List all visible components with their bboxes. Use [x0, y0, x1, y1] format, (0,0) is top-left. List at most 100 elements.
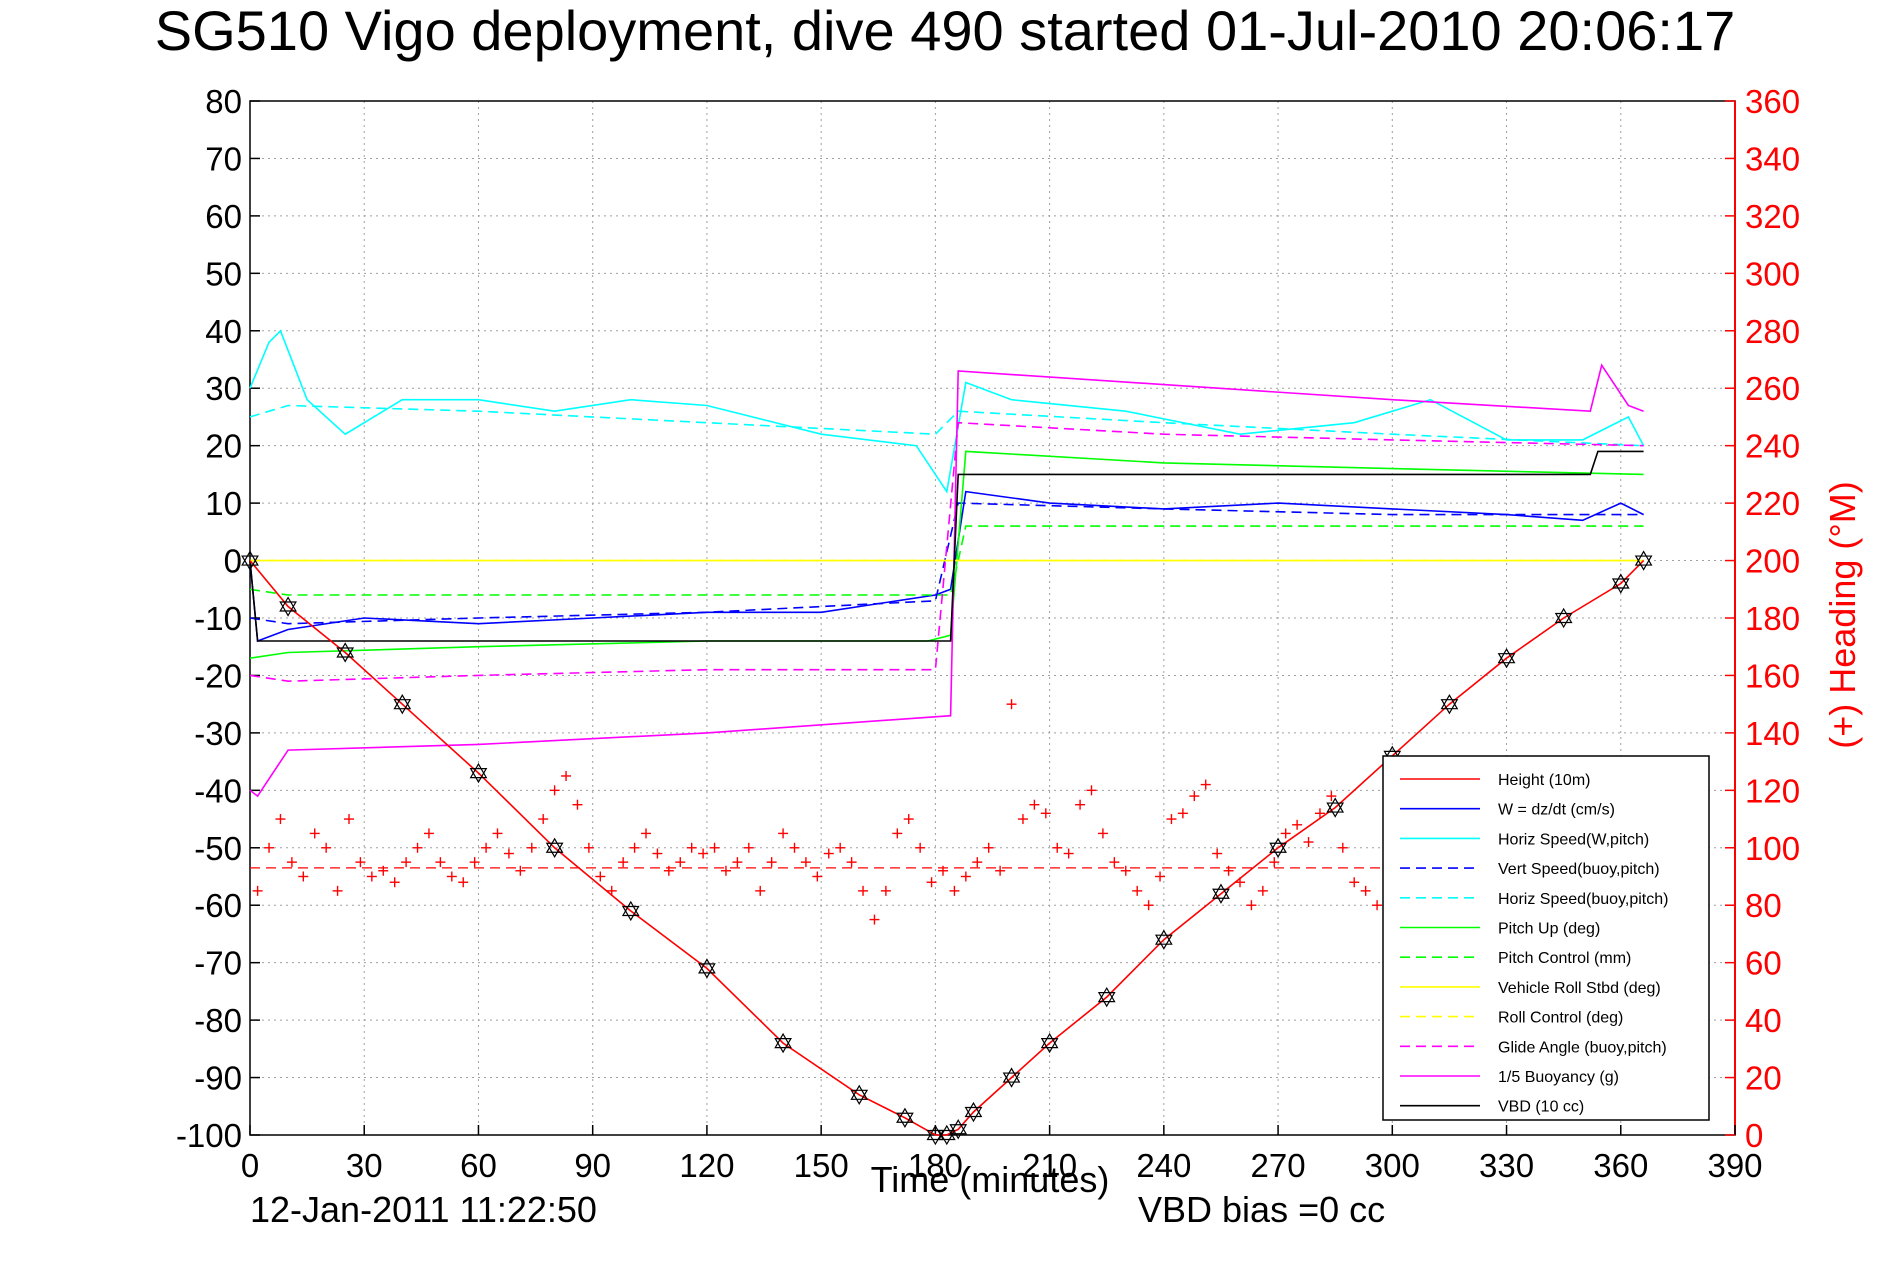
marker-triangle-up	[1269, 837, 1287, 853]
height-sample-marker	[1611, 573, 1630, 594]
heading-point	[641, 828, 651, 839]
heading-point	[766, 857, 777, 868]
y-tick-label: 70	[205, 140, 242, 177]
heading-point	[1200, 779, 1211, 790]
heading-point	[572, 799, 583, 810]
marker-triangle-down	[1002, 1072, 1021, 1088]
heading-point	[995, 865, 1006, 876]
height-sample-marker	[1440, 693, 1459, 715]
right-y-axis-label: (+) Heading (°M)	[1822, 481, 1863, 748]
marker-triangle-down	[896, 1112, 914, 1128]
marker-triangle-up	[896, 1107, 914, 1123]
heading-point	[446, 871, 457, 882]
heading-point	[892, 828, 903, 839]
marker-triangle-down	[698, 963, 716, 979]
marker-triangle-down	[241, 555, 259, 571]
y-tick-label: 30	[205, 370, 242, 407]
right-y-tick-label: 340	[1745, 140, 1800, 177]
x-tick-label: 210	[1022, 1147, 1077, 1184]
x-tick-label: 0	[241, 1147, 259, 1184]
heading-point	[1280, 828, 1291, 839]
heading-point	[435, 857, 446, 868]
marker-triangle-down	[1154, 934, 1173, 950]
legend-label: Height (10m)	[1498, 772, 1590, 789]
heading-point	[880, 885, 891, 896]
heading-point	[1132, 885, 1143, 896]
heading-point	[378, 865, 389, 876]
heading-point	[503, 848, 514, 859]
heading-point	[960, 871, 971, 882]
heading-point	[332, 885, 343, 896]
heading-point	[298, 871, 309, 882]
heading-point	[743, 842, 754, 853]
marker-triangle-down	[1611, 578, 1630, 594]
series-line-vbd-10-cc	[249, 450, 1644, 642]
chart-title: SG510 Vigo deployment, dive 490 started …	[155, 0, 1736, 62]
legend-label: Vehicle Roll Stbd (deg)	[1498, 980, 1661, 997]
marker-triangle-down	[774, 1037, 792, 1054]
marker-triangle-up	[1440, 693, 1459, 710]
right-y-tick-label: 40	[1745, 1002, 1782, 1039]
heading-point	[835, 842, 846, 853]
heading-point	[1223, 865, 1234, 876]
height-sample-marker	[1634, 550, 1653, 571]
heading-point	[286, 857, 297, 868]
y-tick-label: -100	[176, 1117, 242, 1154]
right-y-tick-label: 180	[1745, 600, 1800, 637]
x-tick-label: 360	[1593, 1147, 1648, 1184]
marker-triangle-up	[949, 1119, 968, 1135]
series-line-pitch-up-deg	[249, 450, 1644, 659]
series-line-1-5-buoyancy-g	[249, 363, 1644, 798]
heading-point	[1166, 814, 1177, 825]
series-line-height-10m	[249, 560, 1645, 1136]
marker-triangle-down	[279, 601, 297, 617]
heading-point	[1257, 885, 1268, 896]
heading-point	[344, 814, 354, 825]
heading-point	[1109, 857, 1120, 868]
heading-point	[1143, 900, 1154, 911]
right-y-tick-label: 140	[1745, 715, 1800, 752]
heading-point	[469, 857, 480, 868]
height-sample-marker	[949, 1119, 968, 1140]
heading-point	[1075, 799, 1086, 810]
heading-point	[675, 857, 686, 868]
x-tick-label: 30	[346, 1147, 383, 1184]
heading-point	[732, 857, 743, 868]
marker-triangle-down	[1040, 1037, 1059, 1054]
height-sample-marker	[1002, 1067, 1021, 1088]
heading-point	[423, 828, 434, 839]
right-y-tick-label: 80	[1745, 887, 1782, 924]
y-tick-label: 10	[205, 485, 242, 522]
marker-triangle-down	[621, 905, 640, 922]
marker-triangle-up	[1154, 929, 1173, 945]
heading-point	[1246, 900, 1257, 911]
marker-triangle-up	[393, 693, 412, 710]
heading-point	[698, 848, 709, 859]
heading-point	[1269, 857, 1280, 868]
marker-triangle-down	[545, 842, 564, 858]
marker-triangle-up	[1554, 607, 1573, 624]
heading-point	[1189, 791, 1200, 802]
heading-point	[252, 885, 263, 896]
y-tick-label: -10	[194, 600, 242, 637]
marker-triangle-up	[279, 596, 297, 612]
height-sample-marker	[774, 1032, 792, 1054]
height-sample-markers	[241, 550, 1653, 1146]
marker-triangle-down	[1440, 699, 1459, 715]
marker-triangle-up	[469, 762, 488, 779]
height-sample-marker	[241, 550, 259, 571]
marker-triangle-up	[1326, 797, 1345, 813]
heading-point	[275, 814, 286, 825]
heading-point	[1349, 877, 1360, 888]
legend-box	[1382, 755, 1710, 1121]
height-sample-marker	[1212, 883, 1230, 904]
marker-triangle-up	[621, 900, 640, 917]
heading-point	[709, 842, 720, 853]
vbd-bias-note: VBD bias =0 cc	[1138, 1189, 1385, 1230]
series-group	[249, 329, 1645, 1136]
heading-point	[915, 842, 926, 853]
y-tick-label: 50	[205, 255, 242, 292]
height-sample-marker	[336, 642, 355, 663]
heading-point	[1326, 791, 1337, 802]
marker-triangle-down	[1634, 555, 1653, 571]
